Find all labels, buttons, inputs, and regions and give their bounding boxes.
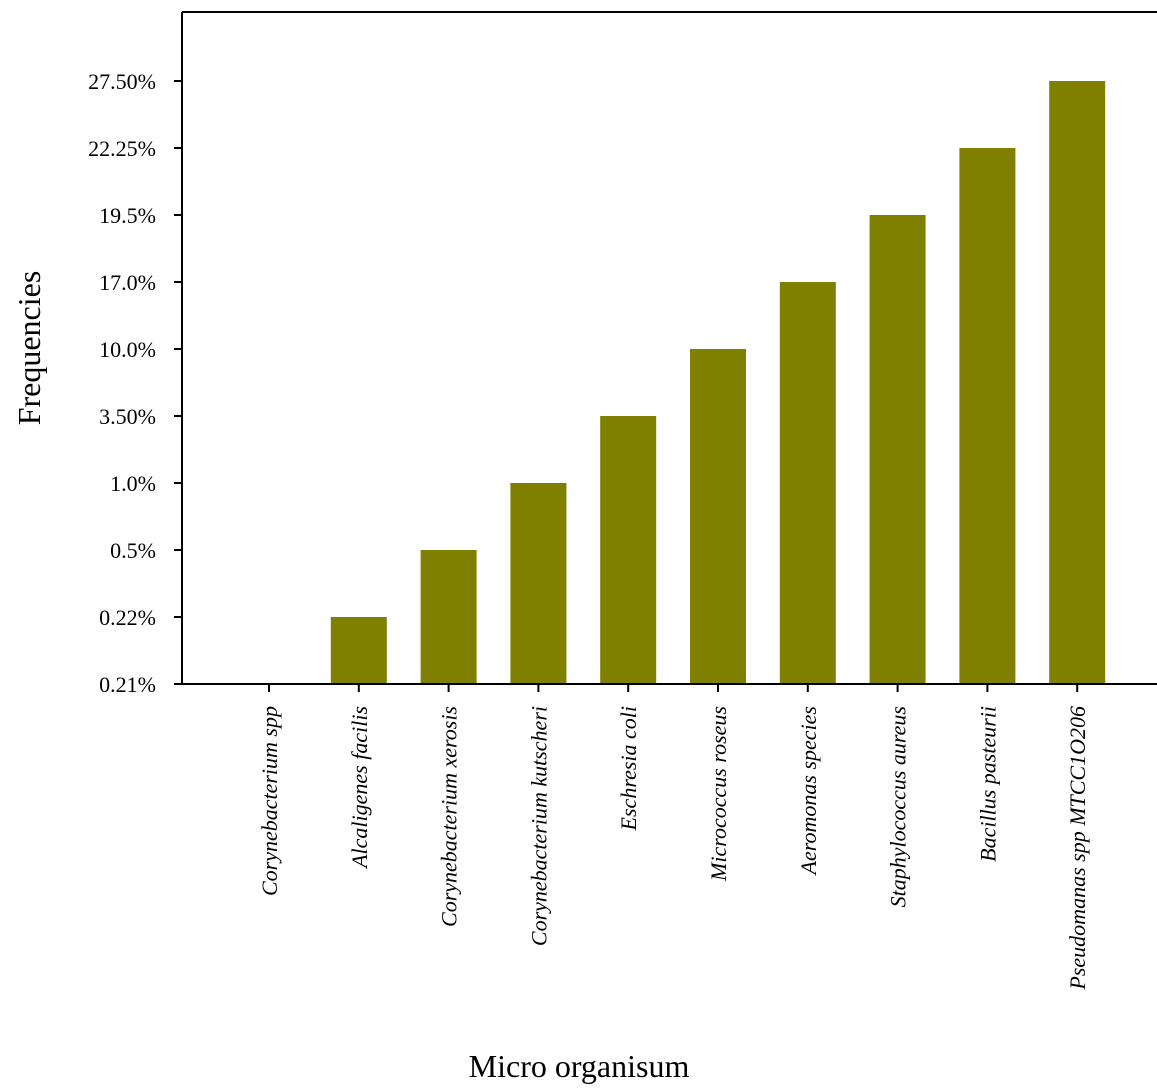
x-category-label: Micrococcus roseus — [706, 706, 731, 882]
x-category-label: Corynebacterium kutscheri — [526, 706, 551, 946]
y-tick-label: 0.5% — [110, 538, 156, 563]
x-category-label: Bacillus pasteurii — [975, 706, 1000, 862]
bar — [690, 349, 746, 684]
y-tick-label: 1.0% — [110, 471, 156, 496]
y-tick-label: 3.50% — [99, 404, 156, 429]
bar — [510, 483, 567, 684]
x-category-label: Alcaligenes facilis — [347, 706, 372, 870]
bar — [1049, 81, 1106, 684]
x-category-label: Aeromonas species — [796, 706, 821, 876]
y-tick-label: 0.22% — [99, 605, 156, 630]
x-labels-layer: Corynebacterium spp Alcaligenes facilis Co… — [257, 706, 1090, 991]
x-category-label: Eschresia coli — [616, 706, 641, 831]
bar — [779, 282, 836, 684]
bar — [600, 416, 657, 684]
bar — [959, 148, 1016, 684]
x-category-label: Staphylococcus aureus — [886, 706, 911, 907]
y-tick-label: 17.0% — [99, 270, 156, 295]
bars-layer — [330, 81, 1106, 684]
x-axis-title: Micro organisum — [469, 1048, 690, 1084]
y-tick-label: 27.50% — [88, 69, 156, 94]
y-tick-label: 0.21% — [99, 672, 156, 697]
y-tick-label: 19.5% — [99, 203, 156, 228]
bar — [420, 550, 477, 684]
y-tick-label: 10.0% — [99, 337, 156, 362]
y-axis-title: Frequencies — [11, 271, 47, 426]
x-category-label: Pseudomanas spp MTCC1O206 — [1065, 706, 1090, 991]
y-tick-label: 22.25% — [88, 136, 156, 161]
y-ticks-layer: 0.21% 0.22% 0.5% 1.0% 3.50% 10.0% 17.0% 19.5% 22… — [88, 69, 182, 697]
x-category-label: Corynebacterium xerosis — [437, 706, 462, 927]
x-category-label: Corynebacterium spp — [257, 706, 282, 896]
bar — [330, 617, 387, 684]
bar — [869, 215, 926, 684]
